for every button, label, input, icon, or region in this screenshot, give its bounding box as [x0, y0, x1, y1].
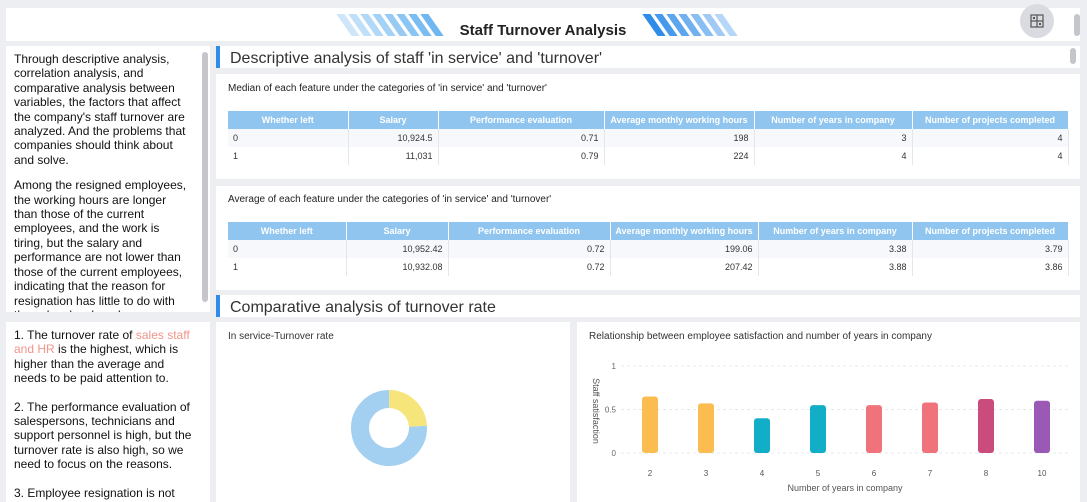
summary-scrollbar[interactable]	[202, 52, 208, 302]
layout-toggle-button[interactable]	[1020, 4, 1054, 38]
page-header: Staff Turnover Analysis	[6, 8, 1080, 41]
bar[interactable]	[866, 405, 882, 453]
bar[interactable]	[642, 396, 658, 453]
table-cell: 1	[228, 258, 347, 276]
bar[interactable]	[1034, 400, 1050, 453]
summary-panel: Through descriptive analysis, correlatio…	[6, 46, 210, 312]
table-cell: 4	[754, 147, 913, 165]
x-tick-label: 7	[928, 469, 933, 478]
header-decoration-right	[642, 14, 738, 36]
section-scrollbar[interactable]	[1070, 48, 1076, 64]
x-tick-label: 4	[760, 469, 765, 478]
average-card: Average of each feature under the catego…	[216, 186, 1080, 290]
summary-resigned: Among the resigned employees, the workin…	[14, 178, 187, 312]
table-cell: 3.38	[758, 240, 913, 258]
column-header[interactable]: Whether left	[228, 222, 347, 240]
donut-chart	[351, 390, 427, 466]
column-header[interactable]: Average monthly working hours	[610, 222, 759, 240]
y-tick-label: 1	[612, 362, 617, 371]
x-tick-label: 3	[704, 469, 709, 478]
table-cell: 0	[228, 129, 349, 147]
average-table: Whether left Salary Performance evaluation…	[228, 222, 1069, 276]
table-cell: 207.42	[610, 258, 759, 276]
table-cell: 4	[912, 147, 1069, 165]
column-header[interactable]: Performance evaluation	[438, 111, 605, 129]
finding-3: 3. Employee resignation is not	[14, 485, 175, 500]
donut-card: In service-Turnover rate	[216, 322, 570, 502]
table-cell: 10,952.42	[346, 240, 449, 258]
table-cell: 3	[754, 129, 913, 147]
bar-card: Relationship between employee satisfacti…	[577, 322, 1080, 502]
table-cell: 3.88	[758, 258, 913, 276]
x-tick-label: 10	[1038, 469, 1047, 478]
column-header[interactable]: Whether left	[228, 111, 349, 129]
median-table-title: Median of each feature under the categor…	[228, 83, 547, 94]
column-header[interactable]: Number of years in company	[758, 222, 913, 240]
bar-chart-title: Relationship between employee satisfacti…	[589, 331, 932, 342]
table-cell: 199.06	[610, 240, 759, 258]
finding-1-highlight: sales staff and HR	[14, 328, 190, 357]
donut-chart-title: In service-Turnover rate	[228, 331, 334, 342]
average-table-title: Average of each feature under the catego…	[228, 194, 552, 205]
table-cell: 0.72	[448, 258, 611, 276]
x-tick-label: 8	[984, 469, 989, 478]
y-tick-label: 0	[612, 449, 617, 458]
column-header[interactable]: Performance evaluation	[448, 222, 611, 240]
column-header[interactable]: Salary	[346, 222, 449, 240]
bar-chart: 0 0.5 1 2 3 4 5 6 7 8 10 Number of years in company…	[591, 362, 1069, 493]
column-header[interactable]: Number of projects completed	[912, 111, 1069, 129]
table-cell: 10,924.5	[348, 129, 439, 147]
table-cell: 0.72	[448, 240, 611, 258]
table-cell: 3.79	[912, 240, 1069, 258]
section-comparative-title: Comparative analysis of turnover rate	[230, 299, 496, 316]
table-cell: 3.86	[912, 258, 1069, 276]
x-tick-label: 5	[816, 469, 821, 478]
finding-1: 1. The turnover rate of sales staff and …	[14, 328, 192, 386]
column-header[interactable]: Salary	[348, 111, 439, 129]
bar[interactable]	[698, 403, 714, 453]
finding-1-prefix: 1. The turnover rate of	[14, 328, 136, 342]
table-cell: 0.79	[438, 147, 605, 165]
median-table: Whether left Salary Performance evaluation…	[228, 111, 1069, 165]
table-row: 1 11,031 0.79 224 4 4	[228, 147, 1069, 165]
bar[interactable]	[922, 402, 938, 453]
table-row: 0 10,924.5 0.71 198 3 4	[228, 129, 1069, 147]
bar[interactable]	[978, 399, 994, 453]
section-comparative-header: Comparative analysis of turnover rate	[216, 295, 1080, 317]
findings-panel: 1. The turnover rate of sales staff and …	[6, 322, 210, 502]
median-card: Median of each feature under the categor…	[216, 74, 1080, 179]
table-cell: 1	[228, 147, 349, 165]
table-cell: 4	[912, 129, 1069, 147]
table-row: 0 10,952.42 0.72 199.06 3.38 3.79	[228, 240, 1069, 258]
column-header[interactable]: Number of projects completed	[912, 222, 1069, 240]
grid-icon	[1030, 14, 1044, 28]
donut-slice-turnover[interactable]	[351, 390, 427, 466]
table-cell: 0	[228, 240, 347, 258]
table-cell: 10,932.08	[346, 258, 449, 276]
x-tick-label: 2	[648, 469, 653, 478]
table-cell: 224	[604, 147, 755, 165]
x-axis-label: Number of years in company	[787, 483, 903, 493]
page-title: Staff Turnover Analysis	[459, 22, 627, 39]
table-cell: 198	[604, 129, 755, 147]
summary-intro: Through descriptive analysis, correlatio…	[14, 52, 186, 167]
table-cell: 11,031	[348, 147, 439, 165]
finding-2: 2. The performance evaluation of salespe…	[14, 399, 192, 472]
table-cell: 0.71	[438, 129, 605, 147]
table-row: 1 10,932.08 0.72 207.42 3.88 3.86	[228, 258, 1069, 276]
column-header[interactable]: Number of years in company	[754, 111, 913, 129]
y-axis-label: Staff satisfaction	[591, 378, 601, 444]
header-scrollbar[interactable]	[1074, 14, 1080, 36]
section-descriptive-title: Descriptive analysis of staff 'in servic…	[230, 50, 603, 67]
y-tick-label: 0.5	[605, 406, 617, 415]
bar[interactable]	[810, 405, 826, 453]
finding-1-suffix: is the highest, which is higher than the…	[14, 342, 179, 386]
column-header[interactable]: Average monthly working hours	[604, 111, 755, 129]
bar[interactable]	[754, 418, 770, 453]
section-descriptive-header: Descriptive analysis of staff 'in servic…	[216, 46, 1080, 68]
x-tick-label: 6	[872, 469, 877, 478]
